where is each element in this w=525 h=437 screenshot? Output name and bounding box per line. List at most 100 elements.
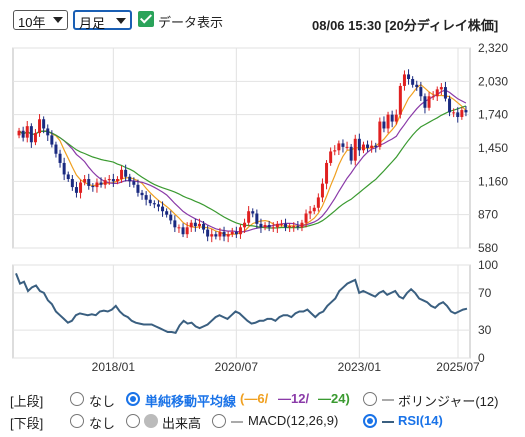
rsi-line-swatch [382, 421, 394, 423]
price-grid [12, 47, 471, 249]
price-tick-label: 870 [478, 208, 498, 222]
candle [394, 109, 398, 125]
candle-body [152, 203, 156, 205]
rsi-tick-label: 30 [478, 323, 492, 337]
candle [214, 231, 218, 240]
interval-select-value: 月足 [79, 16, 106, 31]
interval-select[interactable]: 月足 [73, 10, 132, 31]
candle [99, 177, 103, 188]
volume-radio[interactable] [126, 414, 140, 428]
candle [124, 164, 128, 182]
candle-body [374, 145, 378, 147]
macd-label: MACD(12,26,9) [248, 413, 339, 428]
candle-body [189, 222, 193, 228]
bollinger-line-swatch [382, 399, 394, 401]
candle-body [349, 146, 353, 161]
candle-body [341, 143, 345, 147]
candle [402, 70, 406, 91]
bollinger-label: ボリンジャー(12) [398, 394, 499, 409]
lower-none-radio[interactable] [70, 414, 84, 428]
ma24-line [18, 105, 467, 229]
candle [234, 226, 238, 238]
candle [320, 178, 324, 203]
candle-body [238, 227, 242, 235]
candle-body [370, 145, 374, 148]
candle [152, 200, 156, 209]
candle [238, 224, 242, 239]
candle-body [214, 234, 218, 237]
candle [193, 218, 197, 232]
stock-chart[interactable]: 2,3202,0301,7401,4501,160870580100703002… [0, 36, 525, 372]
candle [62, 157, 66, 181]
candle-body [38, 119, 42, 134]
candle-body [288, 226, 292, 228]
candle [165, 208, 169, 218]
moving-average-lines [18, 83, 467, 236]
period-select[interactable]: 10年 [13, 10, 68, 30]
candle-body [382, 121, 386, 129]
candle-body [54, 144, 58, 154]
candle [185, 222, 189, 238]
sma-label: 単純移動平均線 [145, 394, 237, 409]
candle-body [165, 211, 169, 215]
candle-body [95, 182, 99, 188]
chevron-down-icon [116, 18, 126, 24]
candle-body [243, 222, 247, 228]
candle-body [325, 162, 329, 184]
candle [431, 91, 435, 101]
candle [156, 200, 160, 212]
candle [66, 171, 70, 182]
candle [316, 193, 320, 212]
candle-body [263, 225, 267, 228]
candle-body [62, 162, 66, 175]
macd-radio[interactable] [212, 414, 226, 428]
candle [87, 173, 91, 190]
candle-body [427, 96, 431, 108]
candle [54, 141, 58, 158]
candle [329, 147, 333, 166]
sma-radio[interactable] [126, 392, 140, 406]
lower-none-label: なし [89, 416, 116, 431]
candle-body [230, 231, 234, 235]
candle [83, 175, 87, 186]
ma6-label: 6 [257, 391, 265, 406]
time-tick-label: 2020/07 [215, 360, 259, 372]
candle-body [390, 114, 394, 122]
candle-body [206, 229, 210, 237]
candle [427, 92, 431, 111]
candle [33, 129, 37, 146]
candle [361, 141, 365, 154]
candle [120, 165, 124, 183]
candle [345, 141, 349, 150]
candle-body [148, 199, 152, 204]
candle [173, 215, 177, 233]
candle [300, 219, 304, 232]
candle-body [398, 85, 402, 115]
candle-body [320, 183, 324, 198]
candle-body [431, 96, 435, 98]
candle [349, 143, 353, 165]
candle-body [226, 234, 230, 237]
candle [357, 133, 361, 156]
candle-body [312, 207, 316, 212]
candle [103, 177, 107, 189]
candle-body [132, 181, 136, 185]
candle [382, 116, 386, 133]
price-tick-label: 1,740 [478, 108, 508, 122]
rsi-line-series [15, 273, 468, 335]
candle [70, 175, 74, 191]
candle [259, 218, 263, 233]
candle-body [21, 130, 25, 138]
bollinger-radio[interactable] [363, 392, 377, 406]
candle-body [144, 195, 148, 200]
candle [79, 179, 83, 199]
upper-none-radio[interactable] [70, 392, 84, 406]
candle [292, 222, 296, 232]
candle [267, 220, 271, 232]
candle-body [292, 226, 296, 228]
rsi-radio[interactable] [363, 414, 377, 428]
candle [460, 107, 464, 120]
show-data-checkbox[interactable] [138, 11, 154, 27]
candle-body [296, 226, 300, 228]
candle [197, 218, 201, 230]
